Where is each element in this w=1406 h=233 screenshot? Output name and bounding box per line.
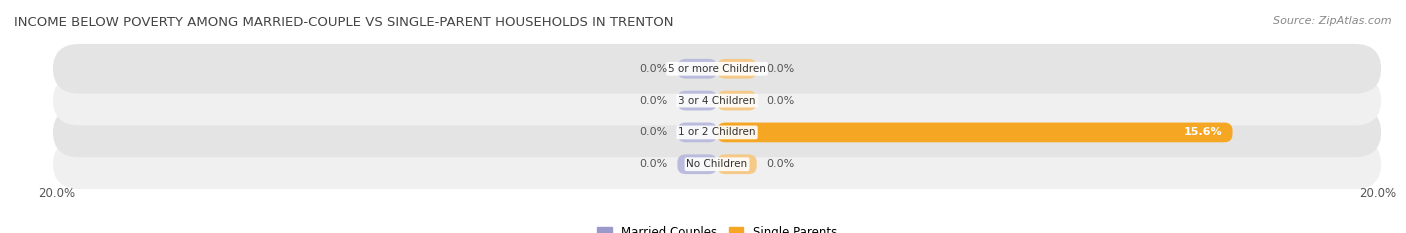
FancyBboxPatch shape	[53, 108, 1381, 157]
Text: Source: ZipAtlas.com: Source: ZipAtlas.com	[1274, 16, 1392, 26]
Text: 0.0%: 0.0%	[766, 96, 794, 106]
FancyBboxPatch shape	[717, 154, 756, 174]
Text: 1 or 2 Children: 1 or 2 Children	[678, 127, 756, 137]
Text: 3 or 4 Children: 3 or 4 Children	[678, 96, 756, 106]
Text: 0.0%: 0.0%	[766, 159, 794, 169]
Text: No Children: No Children	[686, 159, 748, 169]
FancyBboxPatch shape	[678, 91, 717, 110]
Text: INCOME BELOW POVERTY AMONG MARRIED-COUPLE VS SINGLE-PARENT HOUSEHOLDS IN TRENTON: INCOME BELOW POVERTY AMONG MARRIED-COUPL…	[14, 16, 673, 29]
Text: 0.0%: 0.0%	[640, 96, 668, 106]
Legend: Married Couples, Single Parents: Married Couples, Single Parents	[593, 221, 841, 233]
Text: 0.0%: 0.0%	[766, 64, 794, 74]
FancyBboxPatch shape	[678, 123, 717, 142]
Text: 0.0%: 0.0%	[640, 64, 668, 74]
Text: 15.6%: 15.6%	[1184, 127, 1223, 137]
Text: 0.0%: 0.0%	[640, 127, 668, 137]
FancyBboxPatch shape	[678, 154, 717, 174]
FancyBboxPatch shape	[717, 59, 756, 79]
Text: 5 or more Children: 5 or more Children	[668, 64, 766, 74]
FancyBboxPatch shape	[717, 91, 756, 110]
FancyBboxPatch shape	[53, 76, 1381, 125]
Text: 0.0%: 0.0%	[640, 159, 668, 169]
FancyBboxPatch shape	[53, 44, 1381, 94]
FancyBboxPatch shape	[678, 59, 717, 79]
FancyBboxPatch shape	[53, 139, 1381, 189]
FancyBboxPatch shape	[717, 123, 1233, 142]
